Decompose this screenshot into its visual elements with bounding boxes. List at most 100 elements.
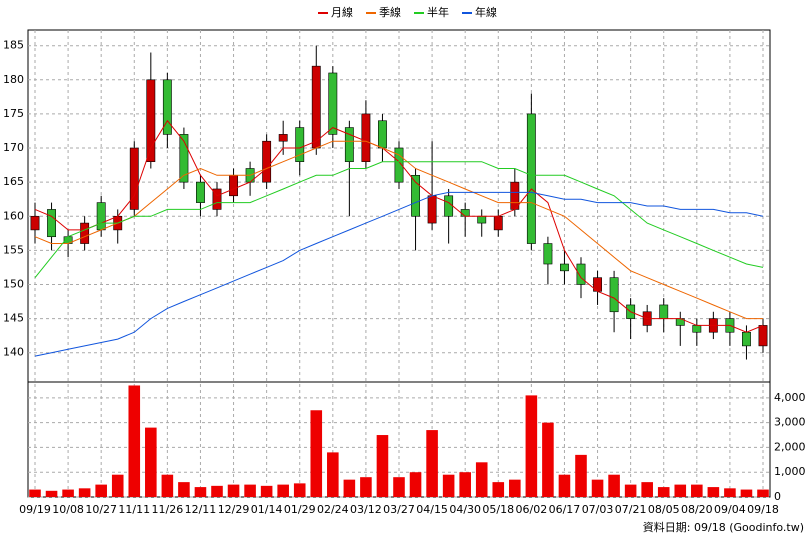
volume-bar (724, 488, 736, 497)
candle-body (361, 113, 371, 162)
candle-body (179, 134, 189, 183)
volume-bar (475, 462, 488, 497)
volume-bar (310, 410, 323, 497)
candle-body (278, 134, 288, 142)
volume-bar (244, 484, 256, 497)
candle-body (493, 215, 503, 231)
x-tick-label: 08/20 (681, 503, 713, 516)
candle-body (262, 140, 272, 183)
candle-body (576, 263, 586, 285)
candle-body (427, 195, 437, 224)
candle-body (344, 127, 354, 162)
volume-bar (591, 479, 604, 497)
volume-bar (459, 472, 471, 497)
y2-tick-label: 2,000 (774, 440, 806, 453)
volume-bar (525, 395, 538, 497)
volume-bar (277, 484, 289, 497)
y2-tick-label: 3,000 (774, 416, 806, 429)
candle-body (411, 175, 420, 217)
legend-label: 半年 (427, 5, 449, 19)
volume-bar (343, 479, 356, 497)
volume-bar (45, 490, 58, 497)
candle-body (196, 181, 205, 203)
y-tick-label: 160 (3, 209, 24, 222)
x-tick-label: 09/04 (714, 503, 746, 516)
x-tick-label: 02/24 (317, 503, 349, 516)
volume-bar (674, 484, 687, 497)
volume-bar (409, 472, 422, 497)
volume-bar (740, 489, 753, 497)
volume-bar (757, 489, 769, 497)
volume-bar (542, 422, 554, 497)
volume-bar (327, 452, 339, 497)
y-tick-label: 140 (3, 346, 24, 359)
volume-bar (393, 477, 405, 497)
volume-bar (128, 385, 141, 497)
candle-body (526, 113, 536, 244)
x-tick-label: 08/05 (648, 503, 680, 516)
candle-body (477, 215, 487, 224)
volume-bar (657, 487, 670, 497)
legend-label: 月線 (331, 5, 353, 19)
y-tick-label: 150 (3, 277, 24, 290)
y2-tick-label: 1,000 (774, 465, 806, 478)
volume-bar (376, 435, 389, 497)
y2-tick-label: 0 (774, 490, 781, 503)
x-tick-label: 06/17 (549, 503, 581, 516)
ma-line (34, 140, 763, 320)
volume-bar (707, 487, 720, 497)
volume-bar (641, 482, 653, 497)
candle-body (80, 222, 90, 244)
ma-line (34, 191, 764, 357)
volume-bar (145, 427, 157, 497)
volume-bar (360, 477, 372, 497)
volume-bar (293, 483, 306, 497)
candle-body (212, 188, 222, 210)
y-tick-label: 170 (3, 141, 24, 154)
volume-bar (442, 474, 455, 497)
x-tick-label: 03/12 (350, 503, 382, 516)
x-tick-label: 10/08 (52, 503, 84, 516)
candle-body (692, 325, 702, 333)
x-tick-label: 09/18 (747, 503, 779, 516)
volume-bar (227, 484, 240, 497)
candle-body (311, 65, 321, 149)
candle-body (460, 209, 470, 217)
ma-line (34, 161, 764, 279)
x-tick-label: 11/11 (118, 503, 150, 516)
volume-bar (691, 484, 703, 497)
candle-body (378, 120, 387, 149)
candle-body (295, 127, 305, 162)
volume-bar (161, 474, 174, 497)
volume-bar (558, 474, 571, 497)
x-tick-label: 10/27 (85, 503, 117, 516)
x-tick-label: 01/29 (284, 503, 316, 516)
y-tick-label: 145 (3, 312, 24, 325)
x-tick-label: 07/21 (615, 503, 647, 516)
candle-body (543, 243, 553, 265)
x-tick-label: 04/30 (449, 503, 481, 516)
candle-body (394, 147, 404, 183)
x-tick-label: 12/11 (185, 503, 217, 516)
candle-body (742, 331, 751, 347)
x-tick-label: 04/15 (416, 503, 448, 516)
x-tick-label: 01/14 (251, 503, 283, 516)
volume-bar (29, 489, 41, 497)
candle-body (609, 277, 619, 313)
candle-body (560, 263, 569, 272)
candle-body (659, 304, 669, 319)
volume-bar (608, 474, 620, 497)
y-tick-label: 175 (3, 107, 24, 120)
candle-body (328, 72, 338, 135)
volume-bar (492, 482, 505, 497)
x-tick-label: 06/02 (516, 503, 548, 516)
volume-bar (178, 482, 190, 497)
y-tick-label: 165 (3, 175, 24, 188)
candle-body (47, 209, 56, 238)
x-tick-label: 07/03 (582, 503, 614, 516)
legend-label: 年線 (475, 5, 497, 19)
volume-bar (575, 454, 587, 497)
volume-bar (509, 479, 521, 497)
annotation: 資料日期: 09/18 (Goodinfo.tw) (643, 520, 804, 534)
candle-body (229, 175, 238, 197)
